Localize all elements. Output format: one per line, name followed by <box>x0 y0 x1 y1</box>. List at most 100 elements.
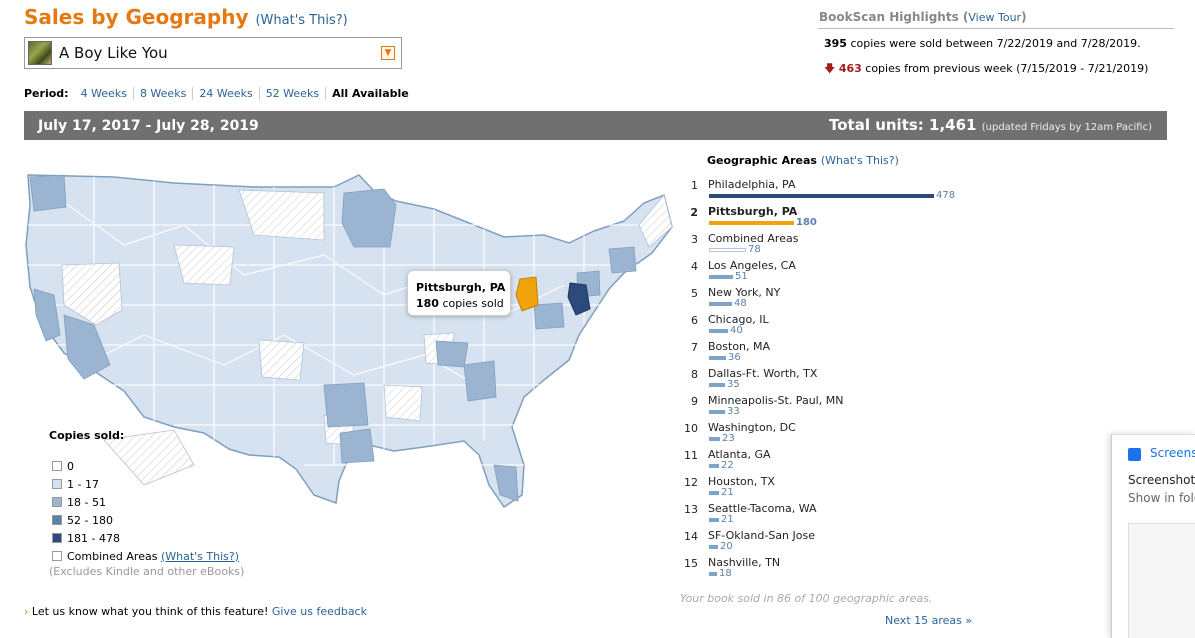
geo-area-rank: 1 <box>691 179 698 192</box>
geo-area-row[interactable]: 6 Chicago, IL 40 <box>681 312 1011 339</box>
geo-area-bar <box>709 248 746 252</box>
map-region-florida[interactable] <box>493 464 519 502</box>
screenshot-thumbnail[interactable] <box>1128 523 1195 638</box>
period-4-weeks[interactable]: 4 Weeks <box>75 87 134 100</box>
geo-area-value: 21 <box>721 487 734 498</box>
geo-area-name[interactable]: Chicago, IL <box>708 313 769 326</box>
geo-area-name[interactable]: Los Angeles, CA <box>708 259 796 272</box>
map-region-sf[interactable] <box>33 288 61 342</box>
us-map-svg[interactable] <box>24 165 679 525</box>
legend-item: 181 - 478 <box>52 529 239 547</box>
map-region-la[interactable] <box>63 314 111 380</box>
geo-area-row[interactable]: 15 Nashville, TN 18 <box>681 555 1011 582</box>
legend-swatch <box>52 515 62 525</box>
highlights-title: BookScan Highlights (View Tour) <box>819 10 1027 24</box>
geo-area-row[interactable]: 12 Houston, TX 21 <box>681 474 1011 501</box>
legend-label: 1 - 17 <box>67 477 99 491</box>
geo-area-row[interactable]: 14 SF-Okland-San Jose 20 <box>681 528 1011 555</box>
map-region-zero[interactable] <box>173 244 235 286</box>
delta-text: copies from previous week (7/15/2019 - 7… <box>865 62 1149 75</box>
map-region-zero[interactable] <box>258 339 305 381</box>
geo-area-name[interactable]: SF-Okland-San Jose <box>708 529 815 542</box>
geo-area-rank: 6 <box>691 314 698 327</box>
geo-area-name[interactable]: Minneapolis-St. Paul, MN <box>708 394 844 407</box>
geo-area-rank: 9 <box>691 395 698 408</box>
updated-note: (updated Fridays by 12am Pacific) <box>981 122 1152 133</box>
geo-area-rank: 8 <box>691 368 698 381</box>
map-region-boston[interactable] <box>608 246 637 274</box>
map-region-minneapolis[interactable] <box>341 188 397 248</box>
copies-sold-count: 395 <box>824 37 847 50</box>
geo-area-name[interactable]: Washington, DC <box>708 421 796 434</box>
map-region-atlanta[interactable] <box>463 360 497 402</box>
map-region-philadelphia[interactable] <box>567 282 591 316</box>
whats-this-link[interactable]: (What's This?) <box>255 13 348 28</box>
geo-area-name[interactable]: Dallas-Ft. Worth, TX <box>708 367 818 380</box>
combined-areas-help-link[interactable]: (What's This?) <box>160 549 239 563</box>
geo-area-row[interactable]: 11 Atlanta, GA 22 <box>681 447 1011 474</box>
map-region-zero[interactable] <box>61 262 123 326</box>
map-region-dallas[interactable] <box>323 382 369 428</box>
geo-area-row[interactable]: 3 Combined Areas 78 <box>681 231 1011 258</box>
geo-area-row[interactable]: 1 Philadelphia, PA 478 <box>681 177 1011 204</box>
geo-area-value: 20 <box>720 541 733 552</box>
summary-bar: July 17, 2017 - July 28, 2019 Total unit… <box>24 111 1167 140</box>
highlights-title-text: BookScan Highlights <box>819 10 959 24</box>
geo-area-value: 180 <box>796 217 817 228</box>
map-region-nashville[interactable] <box>435 340 469 368</box>
give-feedback-link[interactable]: Give us feedback <box>271 605 367 618</box>
map-region-zero[interactable] <box>638 194 673 248</box>
geo-area-rank: 5 <box>691 287 698 300</box>
geo-area-name[interactable]: Philadelphia, PA <box>708 178 796 191</box>
period-24-weeks[interactable]: 24 Weeks <box>193 87 260 100</box>
geo-area-row[interactable]: 9 Minneapolis-St. Paul, MN 33 <box>681 393 1011 420</box>
screenshot-notification-panel[interactable]: Screensh Screenshot Show in fold <box>1111 434 1195 638</box>
geo-area-name[interactable]: Pittsburgh, PA <box>708 205 798 218</box>
geo-area-rank: 11 <box>684 449 698 462</box>
map-region-zero[interactable] <box>238 189 325 241</box>
map-region-washington[interactable] <box>533 302 565 330</box>
period-all-available[interactable]: All Available <box>332 87 409 100</box>
geo-area-row[interactable]: 4 Los Angeles, CA 51 <box>681 258 1011 285</box>
geo-area-value: 33 <box>727 406 740 417</box>
highlights-delta: 🡇 463 copies from previous week (7/15/20… <box>824 60 1148 79</box>
map-region-zero[interactable] <box>383 384 423 422</box>
geo-area-name[interactable]: Seattle-Tacoma, WA <box>708 502 817 515</box>
geo-areas-help-link[interactable]: (What's This?) <box>820 154 899 167</box>
geo-area-row[interactable]: 8 Dallas-Ft. Worth, TX 35 <box>681 366 1011 393</box>
geo-area-row[interactable]: 2 Pittsburgh, PA 180 <box>681 204 1011 231</box>
map-region-pittsburgh-selected[interactable] <box>515 276 539 312</box>
geo-area-bar <box>709 329 728 333</box>
geo-area-rank: 14 <box>684 530 698 543</box>
geo-area-name[interactable]: Boston, MA <box>708 340 771 353</box>
us-sales-map[interactable] <box>24 165 679 525</box>
geo-areas-title-text: Geographic Areas <box>707 154 817 167</box>
geo-area-name[interactable]: Houston, TX <box>708 475 775 488</box>
view-tour-link[interactable]: View Tour <box>968 11 1022 24</box>
geo-area-bar <box>709 518 719 522</box>
geo-area-name[interactable]: Atlanta, GA <box>708 448 771 461</box>
geo-area-row[interactable]: 5 New York, NY 48 <box>681 285 1011 312</box>
geo-area-name[interactable]: Nashville, TN <box>708 556 781 569</box>
legend-label: 18 - 51 <box>67 495 106 509</box>
chevron-down-icon[interactable]: ▼ <box>381 46 395 60</box>
book-select-dropdown[interactable]: A Boy Like You ▼ <box>24 37 402 69</box>
panel-subtext[interactable]: Show in fold <box>1128 491 1195 505</box>
period-selector: Period: 4 Weeks 8 Weeks 24 Weeks 52 Week… <box>24 87 415 100</box>
total-units: Total units: 1,461 (updated Fridays by 1… <box>829 116 1152 134</box>
geo-area-name[interactable]: Combined Areas <box>708 232 799 245</box>
geo-area-row[interactable]: 10 Washington, DC 23 <box>681 420 1011 447</box>
period-8-weeks[interactable]: 8 Weeks <box>134 87 194 100</box>
map-region-houston[interactable] <box>339 428 375 464</box>
map-region-zero[interactable] <box>103 429 195 486</box>
map-region-seattle[interactable] <box>29 174 67 212</box>
geo-area-row[interactable]: 13 Seattle-Tacoma, WA 21 <box>681 501 1011 528</box>
geo-area-value: 78 <box>748 244 761 255</box>
geo-area-row[interactable]: 7 Boston, MA 36 <box>681 339 1011 366</box>
next-areas-link[interactable]: Next 15 areas » <box>885 614 973 627</box>
geo-area-rank: 2 <box>690 206 698 219</box>
period-52-weeks[interactable]: 52 Weeks <box>260 87 327 100</box>
date-range: July 17, 2017 - July 28, 2019 <box>38 118 259 134</box>
geo-area-name[interactable]: New York, NY <box>708 286 781 299</box>
chevron-right-icon: › <box>24 605 29 618</box>
